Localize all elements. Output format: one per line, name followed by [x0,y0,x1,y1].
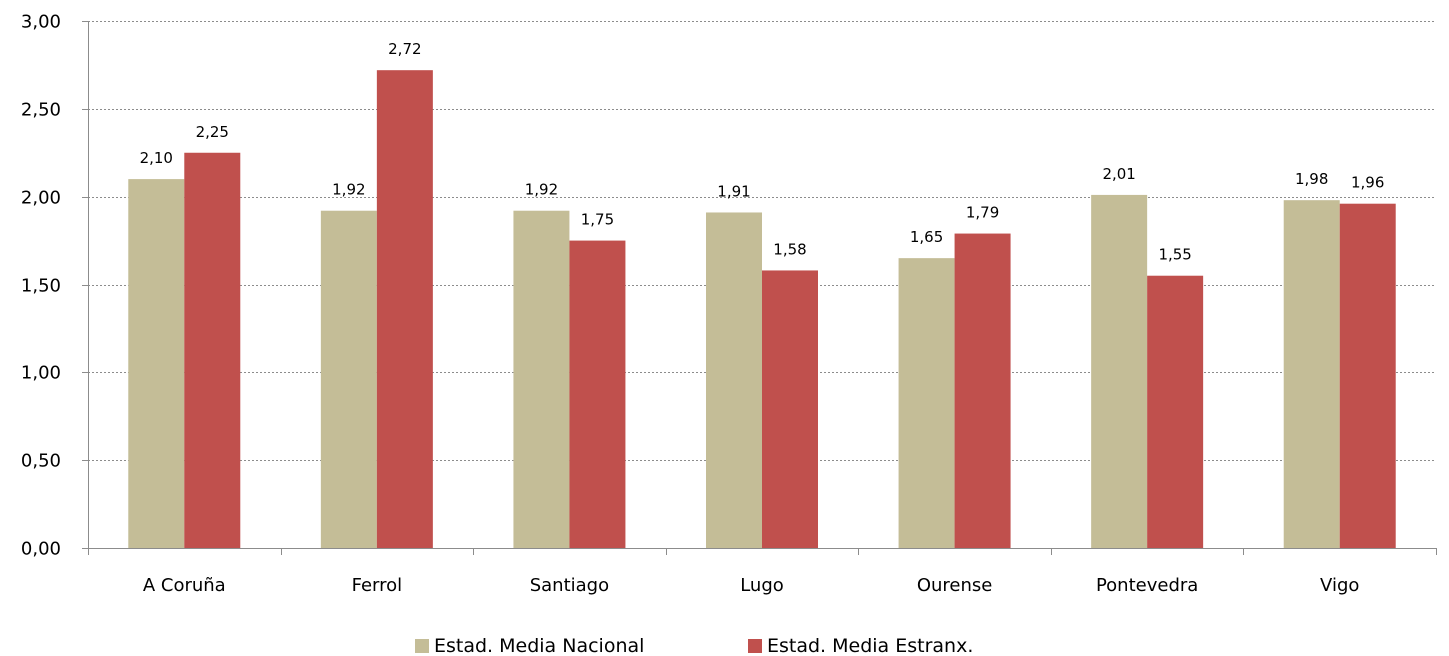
x-tick-label: Vigo [1320,575,1359,596]
data-label: 1,55 [1158,246,1191,264]
legend-swatch [748,639,762,653]
bar [569,240,626,549]
data-label: 1,96 [1351,174,1384,192]
legend-swatch [415,639,429,653]
data-label: 1,75 [581,211,614,229]
legend-label: Estad. Media Estranx. [767,635,973,656]
axes: 0,00 0,50 1,00 1,50 2,00 2,50 3,00 A Coruña Ferr… [21,12,1437,596]
y-tick-label: 0,50 [21,451,61,472]
bar [513,210,570,548]
x-tick-label: A Coruña [143,575,226,596]
y-tick-label: 2,50 [21,100,61,121]
y-tick-label: 1,00 [21,363,61,384]
bar [762,270,818,548]
bar [128,179,185,548]
data-label: 1,79 [966,204,999,222]
data-label: 1,98 [1295,170,1328,188]
bar [1091,194,1148,548]
bar [1283,200,1340,548]
bar [1339,203,1396,548]
y-tick-label: 1,50 [21,276,61,297]
bar [376,70,433,548]
data-label: 2,01 [1102,165,1135,183]
legend: Estad. Media Nacional Estad. Media Estran… [415,635,973,656]
y-tick-label: 3,00 [21,12,61,33]
data-label: 1,58 [773,240,806,258]
data-label: 1,91 [717,182,750,200]
y-tick-label: 2,00 [21,188,61,209]
bar [1147,275,1204,548]
bar [706,212,762,548]
x-tick-label: Lugo [740,575,784,596]
bar [954,233,1011,548]
x-tick-label: Ferrol [352,575,403,596]
data-labels: 2,10 2,25 1,92 2,72 1,92 1,75 1,91 1,58 1,65 1,79… [140,40,1385,264]
data-label: 1,65 [910,228,943,246]
data-label: 1,92 [525,181,558,199]
legend-label: Estad. Media Nacional [434,635,644,656]
bars [128,70,1396,549]
y-tick-label: 0,00 [21,539,61,560]
x-tick-label: Pontevedra [1096,575,1198,596]
bar [320,210,377,548]
data-label: 1,92 [332,181,365,199]
bar [898,258,955,548]
data-label: 2,10 [140,149,173,167]
data-label: 2,25 [196,123,229,141]
x-tick-label: Ourense [917,575,993,596]
x-tick-label: Santiago [530,575,609,596]
bar [184,152,241,548]
data-label: 2,72 [388,40,421,58]
